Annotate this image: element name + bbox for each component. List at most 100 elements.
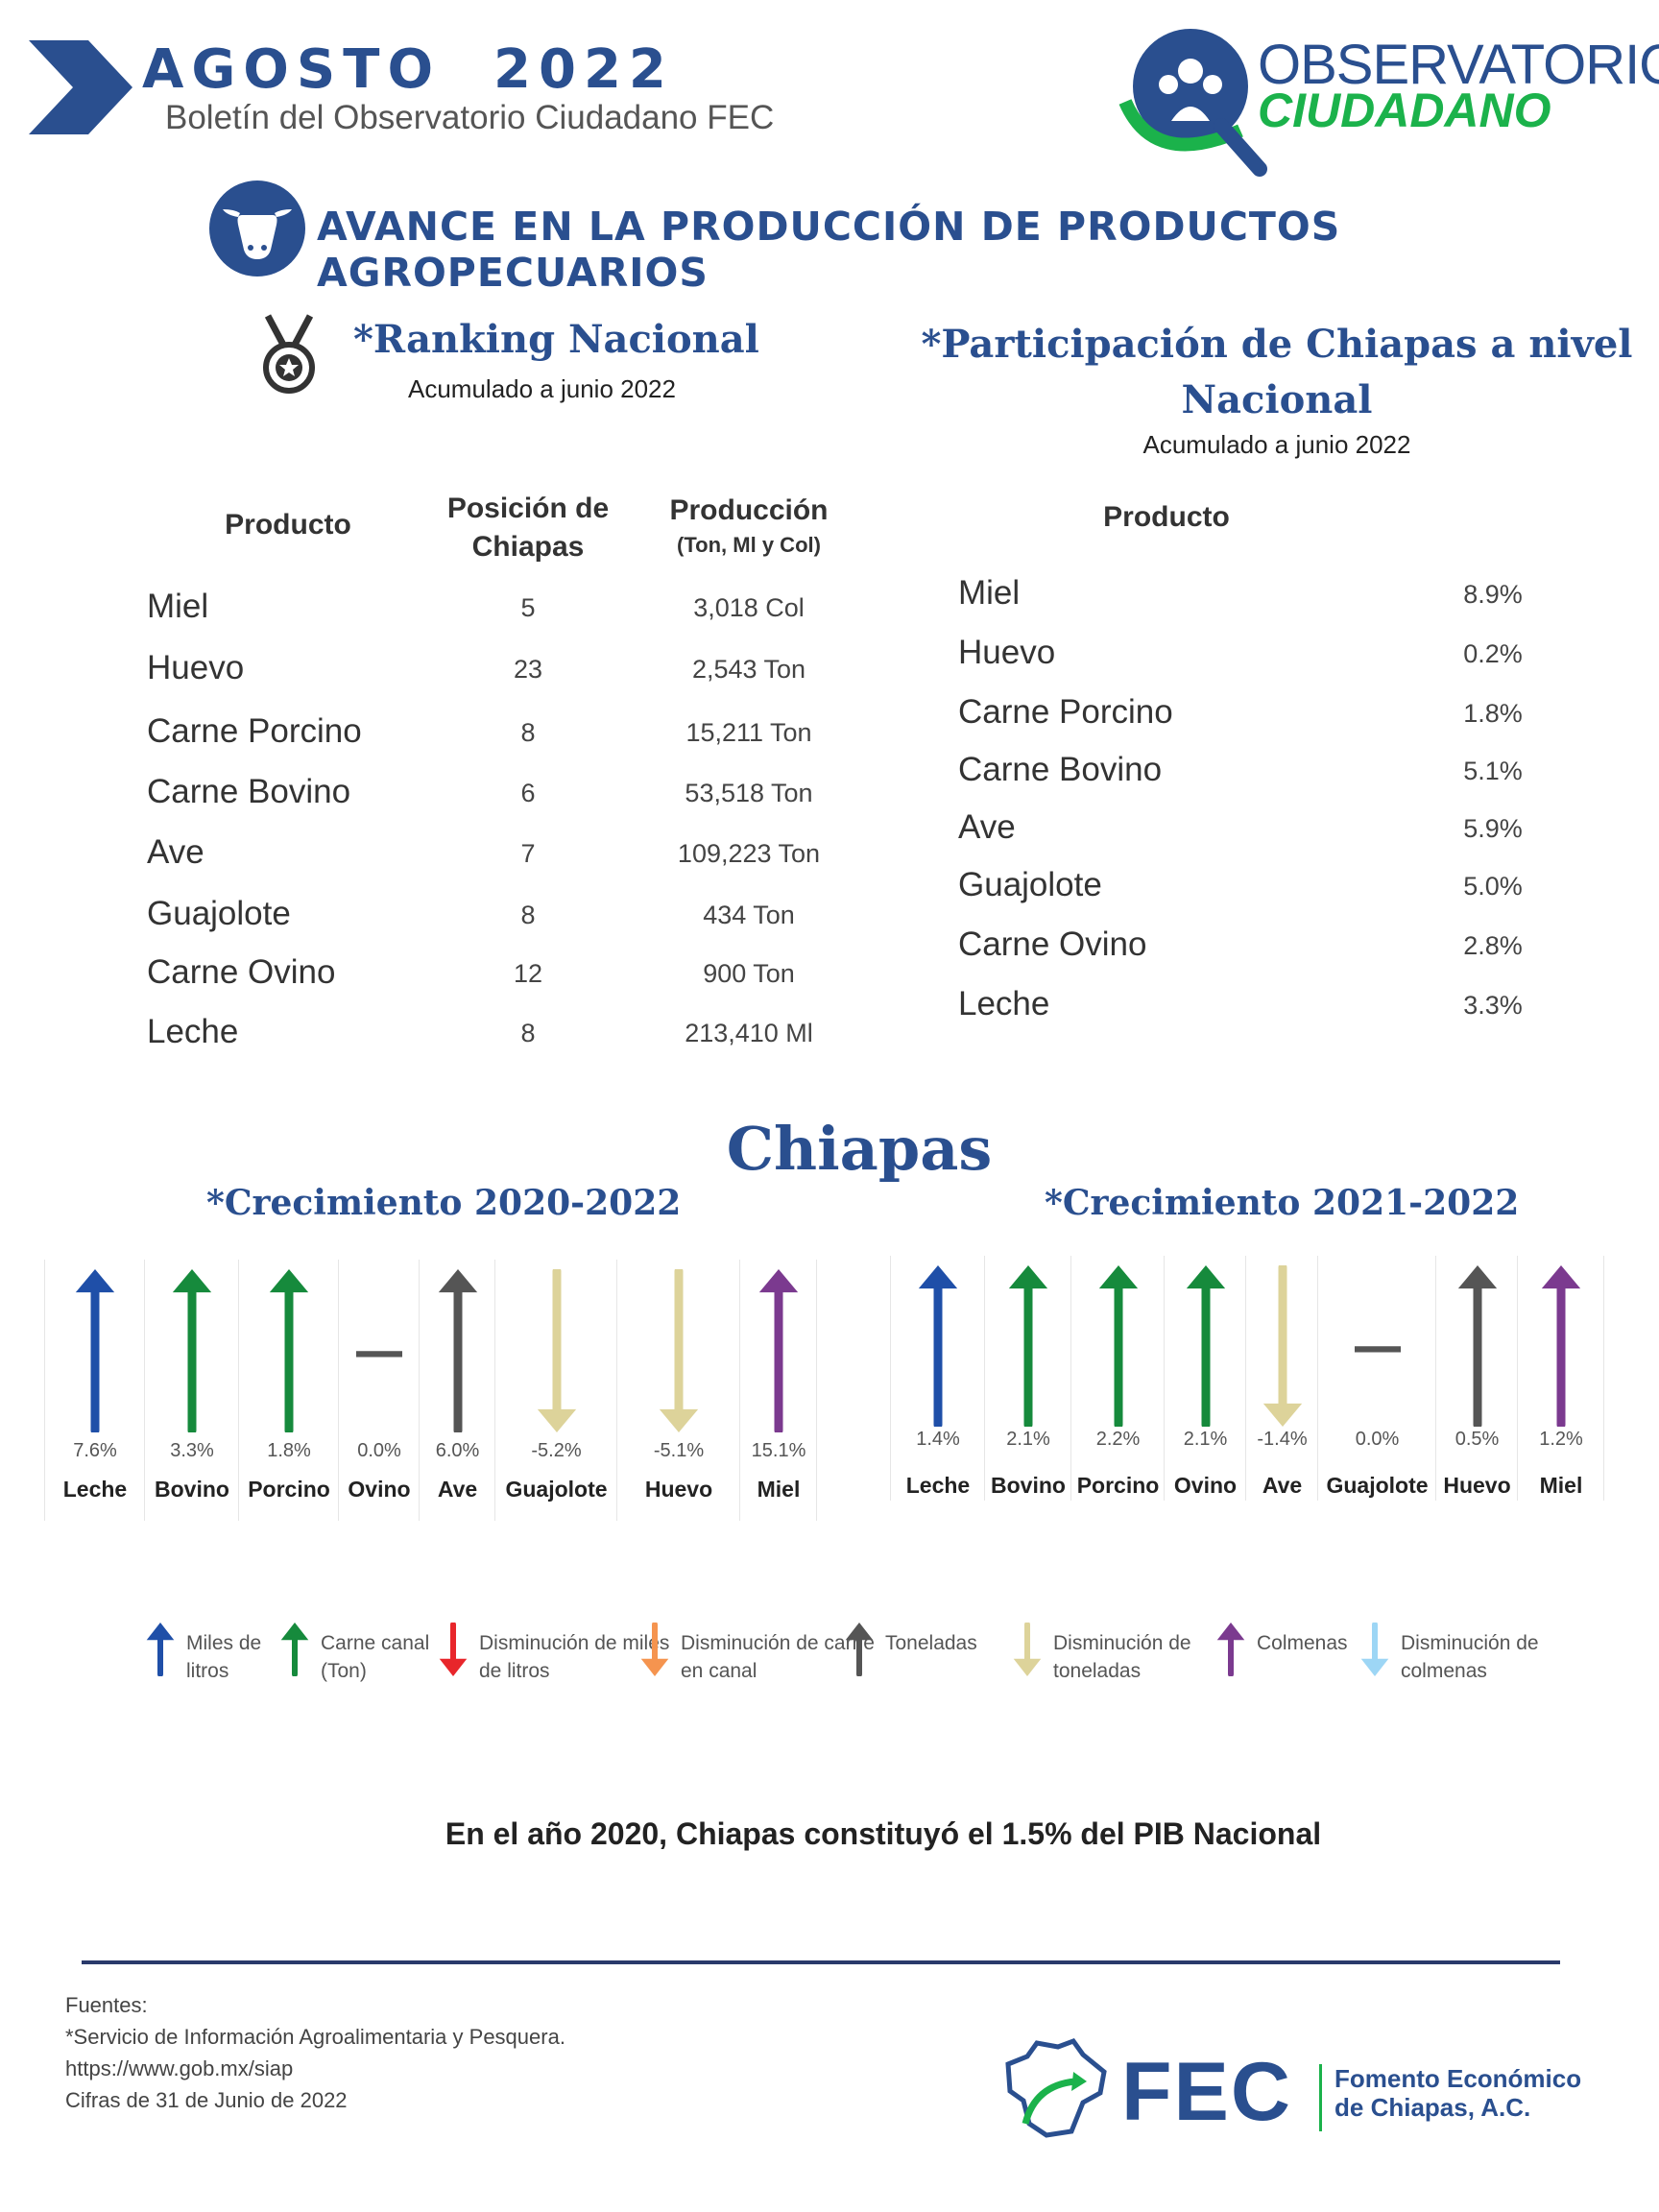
legend-arrow-down-icon <box>1360 1623 1389 1676</box>
growth-column: 0.5% Huevo <box>1435 1256 1518 1501</box>
growth-label: Bovino <box>991 1473 1066 1498</box>
legend-arrow-down-icon <box>439 1623 468 1676</box>
ranking-product: Leche <box>147 1013 239 1050</box>
sources-block: Fuentes: *Servicio de Información Agroal… <box>65 1989 565 2116</box>
ranking-position: 6 <box>520 779 536 807</box>
divider <box>82 1960 1560 1964</box>
ranking-production: 3,018 Col <box>693 593 805 622</box>
growth-column: 2.1% Ovino <box>1164 1256 1246 1501</box>
arrow-down-icon <box>659 1269 699 1432</box>
growth-value: 0.5% <box>1455 1429 1500 1450</box>
growth-column: 6.0% Ave <box>419 1260 495 1521</box>
growth-label: Huevo <box>644 1477 713 1502</box>
growth-label: Ave <box>1262 1473 1303 1498</box>
growth-label: Leche <box>905 1473 971 1498</box>
growth-column: -5.2% Guajolote <box>494 1260 617 1521</box>
growth-label: Porcino <box>248 1477 330 1502</box>
growth-value: 3.3% <box>170 1440 214 1461</box>
sources-url: https://www.gob.mx/siap <box>65 2056 294 2080</box>
legend-arrow-up-icon <box>1216 1623 1245 1676</box>
legend-arrow-up-icon <box>845 1623 874 1676</box>
chiapas-title: Chiapas <box>726 1114 993 1184</box>
legend-label: Miles de litros <box>186 1632 262 1682</box>
ranking-production: 434 Ton <box>703 901 795 929</box>
ranking-position: 8 <box>520 718 536 747</box>
participation-share: 5.9% <box>1463 814 1523 843</box>
growth-column: 2.2% Porcino <box>1070 1256 1165 1501</box>
participation-share: 2.8% <box>1463 931 1523 960</box>
legend-label: Disminución de carne en canal <box>681 1632 875 1682</box>
chevron-arrow-icon <box>29 40 132 134</box>
participation-product: Carne Porcino <box>958 693 1173 731</box>
ranking-position: 7 <box>520 839 536 868</box>
fec-chiapas-map-icon <box>1005 2037 1107 2138</box>
participation-share: 5.0% <box>1463 872 1523 901</box>
ranking-position: 5 <box>520 593 536 622</box>
growth-label: Guajolote <box>505 1477 608 1502</box>
ranking-header-production: Producción (Ton, Ml y Col) <box>634 494 864 562</box>
no-change-icon <box>1354 1346 1401 1353</box>
participation-share: 8.9% <box>1463 580 1523 609</box>
arrow-down-icon <box>537 1269 576 1432</box>
growth-column-end <box>1603 1256 1604 1501</box>
legend-arrow-down-icon <box>1013 1623 1042 1676</box>
cow-icon <box>209 180 305 276</box>
ranking-product: Huevo <box>147 649 245 686</box>
growth-label: Ave <box>437 1477 478 1502</box>
arrow-up-icon <box>1457 1265 1497 1427</box>
growth-column: 1.2% Miel <box>1517 1256 1604 1501</box>
fec-name: Fomento Económico de Chiapas, A.C. <box>1334 2064 1581 2122</box>
growth-value: 0.0% <box>357 1440 401 1461</box>
medal-icon <box>263 314 315 394</box>
pib-note: En el año 2020, Chiapas constituyó el 1.… <box>445 1816 1322 1851</box>
participation-product: Miel <box>958 574 1021 612</box>
growth-label: Porcino <box>1076 1473 1160 1498</box>
growth-column: -5.1% Huevo <box>616 1260 740 1521</box>
ranking-production: 15,211 Ton <box>685 718 812 747</box>
ranking-position: 8 <box>520 901 536 929</box>
growth-label: Bovino <box>155 1477 229 1502</box>
growth-label: Ovino <box>1173 1473 1238 1498</box>
participation-product: Carne Ovino <box>958 926 1147 963</box>
legend-label: Disminución de toneladas <box>1053 1632 1191 1682</box>
ranking-position: 12 <box>513 959 543 988</box>
ranking-header-position: Posición de Chiapas <box>446 493 610 563</box>
legend-arrow-down-icon <box>640 1623 669 1676</box>
arrow-up-icon <box>438 1269 477 1432</box>
growth-label: Guajolote <box>1326 1473 1429 1498</box>
ranking-product: Carne Bovino <box>147 773 351 810</box>
observatorio-logo-icon <box>1118 29 1267 177</box>
participation-share: 1.8% <box>1463 699 1523 728</box>
growth-column: 0.0% Guajolote <box>1317 1256 1436 1501</box>
arrow-up-icon <box>758 1269 799 1432</box>
growth-value: -5.2% <box>531 1440 582 1461</box>
arrow-up-icon <box>172 1269 212 1432</box>
growth-column: 0.0% Ovino <box>338 1260 420 1521</box>
ranking-header-production-label: Producción <box>669 494 829 526</box>
growth-column: 1.4% Leche <box>890 1256 985 1501</box>
participation-header-product: Producto <box>1103 501 1230 533</box>
ranking-product: Carne Ovino <box>147 953 336 991</box>
participation-product: Leche <box>958 985 1050 1022</box>
arrow-up-icon <box>75 1269 115 1432</box>
ranking-production: 2,543 Ton <box>691 655 806 684</box>
ranking-production: 109,223 Ton <box>677 839 821 868</box>
arrow-up-icon <box>1541 1265 1581 1427</box>
legend-arrow-up-icon <box>146 1623 175 1676</box>
arrow-up-icon <box>1098 1265 1138 1427</box>
ranking-position: 8 <box>520 1019 536 1047</box>
ranking-production: 900 Ton <box>703 959 795 988</box>
fec-name-line1: Fomento Económico <box>1334 2064 1582 2093</box>
participation-share: 5.1% <box>1463 757 1523 785</box>
ranking-subtitle: Acumulado a junio 2022 <box>408 374 676 403</box>
growth-column: 1.8% Porcino <box>238 1260 339 1521</box>
ranking-header-product: Producto <box>225 509 351 541</box>
legend-arrow-up-icon <box>280 1623 309 1676</box>
arrow-up-icon <box>269 1269 309 1432</box>
growth-value: 2.2% <box>1095 1429 1141 1450</box>
bulletin-subtitle: Boletín del Observatorio Ciudadano FEC <box>165 99 775 136</box>
legend-label: Disminución de miles de litros <box>479 1632 670 1682</box>
arrow-up-icon <box>1008 1265 1048 1427</box>
growth-value: 2.1% <box>1006 1429 1050 1450</box>
legend-label: Toneladas <box>885 1632 977 1654</box>
